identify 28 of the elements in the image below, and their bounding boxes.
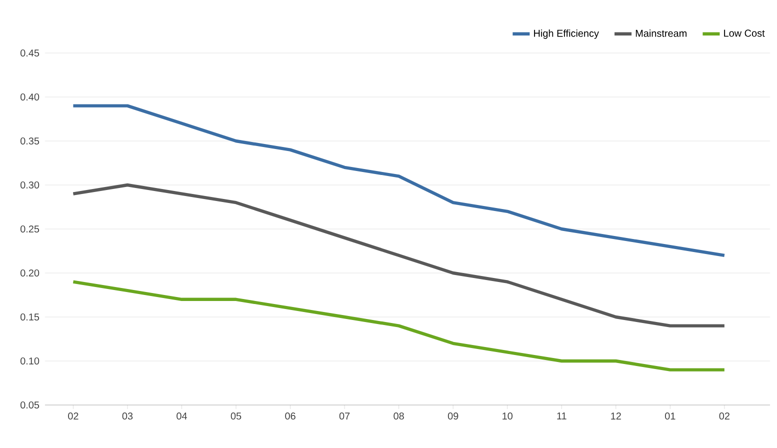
y-tick-label: 0.15	[20, 313, 40, 321]
x-tick-label: 08	[394, 412, 404, 420]
y-tick-label: 0.10	[20, 357, 40, 365]
x-tick-label: 06	[285, 412, 296, 420]
y-tick-label: 0.45	[20, 49, 40, 57]
x-tick-label: 10	[502, 412, 513, 420]
y-tick-label: 0.40	[20, 93, 40, 101]
x-tick-label: 11	[557, 412, 566, 420]
x-tick-label: 04	[176, 412, 187, 420]
x-tick-label: 01	[665, 412, 676, 420]
x-tick-label: 12	[611, 412, 621, 420]
x-tick-label: 07	[339, 412, 350, 420]
y-tick-label: 0.35	[20, 137, 40, 145]
legend-label: High Efficiency	[534, 30, 599, 39]
x-tick-label: 02	[719, 412, 730, 420]
y-tick-label: 0.30	[20, 181, 40, 189]
x-tick-label: 02	[68, 412, 78, 420]
x-tick-label: 03	[122, 412, 133, 420]
legend-label: Mainstream	[636, 30, 686, 37]
y-tick-label: 0.20	[20, 269, 40, 277]
legend-label: Low Cost	[724, 30, 765, 37]
y-tick-label: 0.05	[20, 401, 40, 409]
line-series	[72, 183, 726, 328]
y-tick-label: 0.25	[20, 225, 40, 233]
x-tick-label: 09	[448, 412, 458, 420]
line-series	[72, 104, 726, 257]
line-series	[72, 280, 726, 372]
x-tick-label: 05	[230, 412, 242, 420]
